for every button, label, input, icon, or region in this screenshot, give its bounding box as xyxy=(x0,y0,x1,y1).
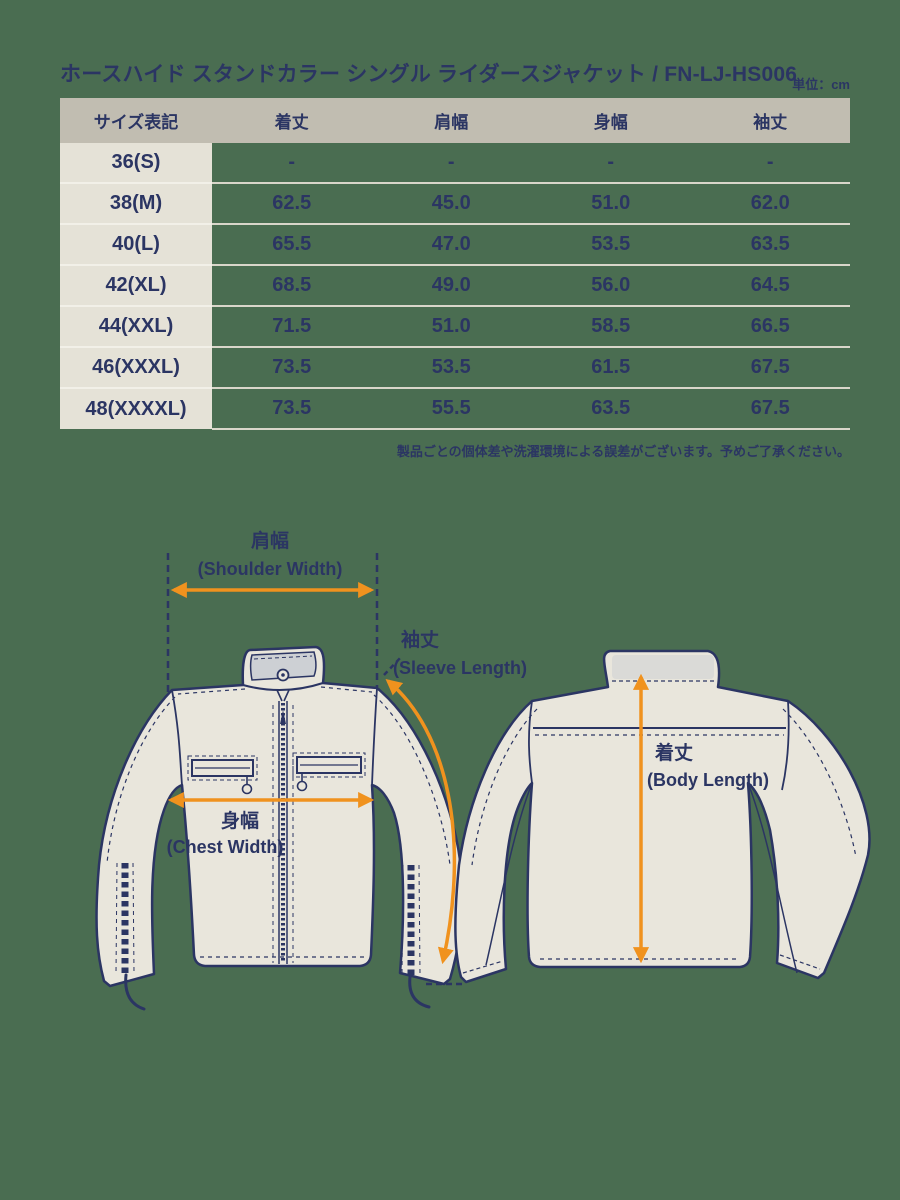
value-cell: 65.5 xyxy=(212,224,372,266)
table-row: 40(L) 65.5 47.0 53.5 63.5 xyxy=(60,224,850,266)
table-row: 44(XXL) 71.5 51.0 58.5 66.5 xyxy=(60,306,850,348)
chest-width-annotation: 身幅 (Chest Width) xyxy=(167,791,375,857)
value-cell: 56.0 xyxy=(531,265,691,307)
value-cell: 61.5 xyxy=(531,347,691,389)
table-row: 36(S) - - - - xyxy=(60,143,850,184)
value-cell: 63.5 xyxy=(531,388,691,430)
body-length-label-en: (Body Length) xyxy=(647,770,769,790)
value-cell: 67.5 xyxy=(690,347,850,389)
size-table-header: サイズ表記 着丈 肩幅 身幅 袖丈 xyxy=(60,98,850,143)
value-cell: 67.5 xyxy=(690,388,850,430)
col-header-body-length: 着丈 xyxy=(212,98,372,143)
sleeve-length-annotation: 袖丈 (Sleeve Length) xyxy=(383,628,527,986)
page-title: ホースハイド スタンドカラー シングル ライダースジャケット / FN-LJ-H… xyxy=(60,63,798,87)
sleeve-length-label-jp: 袖丈 xyxy=(401,628,439,651)
value-cell: 68.5 xyxy=(212,265,372,307)
shoulder-width-annotation: 肩幅 (Shoulder Width) xyxy=(166,529,379,695)
value-cell: - xyxy=(531,143,691,184)
size-cell: 42(XL) xyxy=(60,265,212,307)
value-cell: 73.5 xyxy=(212,347,372,389)
value-cell: 62.5 xyxy=(212,183,372,225)
table-row: 38(M) 62.5 45.0 51.0 62.0 xyxy=(60,183,850,225)
shoulder-width-label-jp: 肩幅 xyxy=(251,529,289,552)
sleeve-length-arrow xyxy=(385,678,457,965)
shoulder-width-label-en: (Shoulder Width) xyxy=(198,559,343,579)
col-header-shoulder-width: 肩幅 xyxy=(371,98,531,143)
col-header-chest-width: 身幅 xyxy=(531,98,691,143)
value-cell: 66.5 xyxy=(690,306,850,348)
disclaimer-note: 製品ごとの個体差や洗濯環境による誤差がございます。予めご了承ください。 xyxy=(396,444,850,459)
size-cell: 46(XXXL) xyxy=(60,347,212,389)
value-cell: - xyxy=(690,143,850,184)
size-cell: 40(L) xyxy=(60,224,212,266)
value-cell: 63.5 xyxy=(690,224,850,266)
value-cell: 62.0 xyxy=(690,183,850,225)
size-cell: 36(S) xyxy=(60,143,212,184)
table-row: 48(XXXXL) 73.5 55.5 63.5 67.5 xyxy=(60,388,850,430)
value-cell: 51.0 xyxy=(371,306,531,348)
table-row: 46(XXXL) 73.5 53.5 61.5 67.5 xyxy=(60,347,850,389)
col-header-size: サイズ表記 xyxy=(60,98,212,143)
value-cell: - xyxy=(212,143,372,184)
body-length-annotation: 着丈 (Body Length) xyxy=(632,673,769,964)
table-row: 42(XL) 68.5 49.0 56.0 64.5 xyxy=(60,265,850,307)
chest-width-label-en: (Chest Width) xyxy=(167,837,284,857)
back-jacket-illustration xyxy=(454,649,871,984)
value-cell: 71.5 xyxy=(212,306,372,348)
value-cell: 47.0 xyxy=(371,224,531,266)
size-table: サイズ表記 着丈 肩幅 身幅 袖丈 36(S) - - - - 38(M) 62… xyxy=(60,98,850,430)
chest-width-label-jp: 身幅 xyxy=(221,809,259,832)
value-cell: 45.0 xyxy=(371,183,531,225)
size-cell: 48(XXXXL) xyxy=(60,388,212,429)
size-cell: 44(XXL) xyxy=(60,306,212,348)
value-cell: 49.0 xyxy=(371,265,531,307)
value-cell: 51.0 xyxy=(531,183,691,225)
measurement-diagram: 肩幅 (Shoulder Width) 袖丈 (Sleeve Length) 身… xyxy=(95,529,871,1011)
unit-label: 単位：cm xyxy=(792,77,850,92)
value-cell: - xyxy=(371,143,531,184)
value-cell: 53.5 xyxy=(371,347,531,389)
body-length-label-jp: 着丈 xyxy=(655,741,693,764)
value-cell: 64.5 xyxy=(690,265,850,307)
value-cell: 55.5 xyxy=(371,388,531,430)
size-cell: 38(M) xyxy=(60,183,212,225)
value-cell: 73.5 xyxy=(212,388,372,430)
value-cell: 53.5 xyxy=(531,224,691,266)
value-cell: 58.5 xyxy=(531,306,691,348)
sleeve-length-label-en: (Sleeve Length) xyxy=(393,658,527,678)
col-header-sleeve-length: 袖丈 xyxy=(690,98,850,143)
